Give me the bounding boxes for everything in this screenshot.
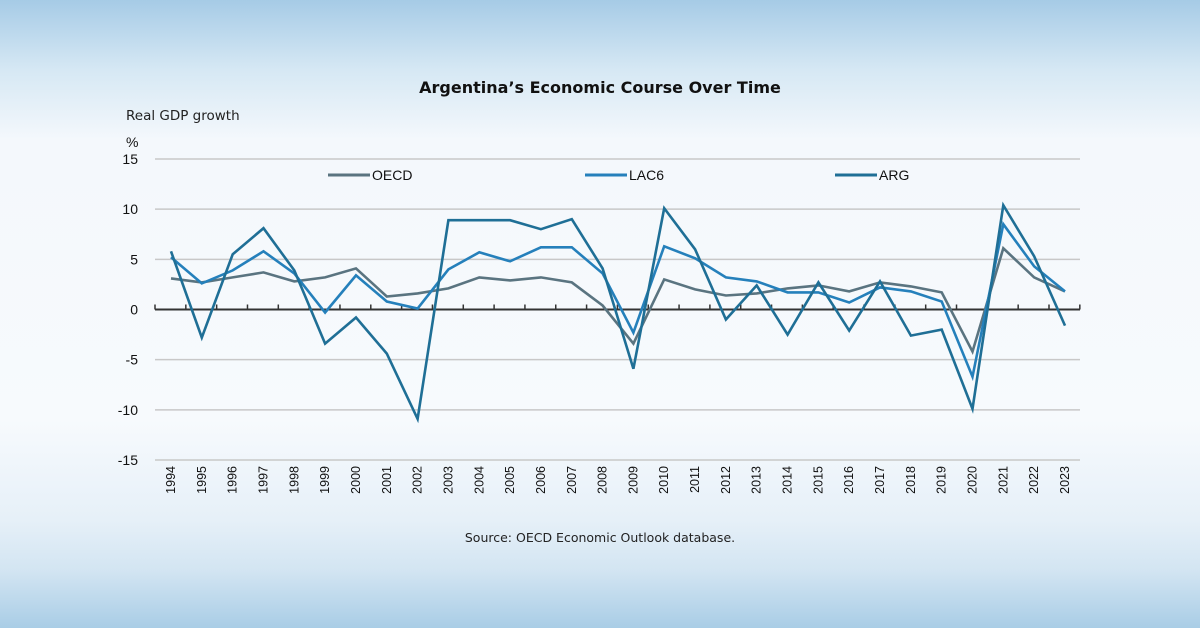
series-line-arg	[169, 201, 1067, 424]
series-line-lac6	[170, 221, 1066, 382]
x-tick-label: 2022	[1027, 466, 1041, 494]
y-axis-ticks: 15 10 5 0 -5 -10 -15	[118, 151, 138, 468]
gridlines	[155, 158, 1080, 461]
source-note: Source: OECD Economic Outlook database.	[464, 530, 736, 545]
x-tick-label: 1995	[195, 466, 209, 494]
y-tick-label: 10	[122, 201, 138, 217]
x-tick-label: 2013	[750, 466, 764, 494]
x-tick-label: 2016	[842, 466, 856, 494]
x-tick-label: 2015	[811, 466, 825, 494]
y-tick-label: -10	[118, 402, 138, 418]
x-tick-label: 1997	[256, 466, 270, 494]
y-tick-label: -15	[118, 452, 138, 468]
x-tick-label: 2023	[1058, 466, 1072, 494]
x-tick-label: 1999	[318, 466, 332, 494]
x-tick-label: 2007	[565, 466, 579, 494]
x-tick-label: 2011	[688, 466, 702, 493]
x-tick-label: 2014	[781, 466, 795, 494]
y-tick-label: 5	[130, 251, 138, 267]
x-tick-label: 2017	[873, 466, 887, 494]
series-lines	[169, 201, 1067, 424]
x-tick-label: 2003	[441, 466, 455, 494]
x-axis: 1994 1995 1996 1997 1998 1999 2000 2001 2002 2003…	[154, 304, 1081, 494]
x-tick-label: 2002	[411, 466, 425, 494]
y-tick-label: 15	[122, 151, 138, 167]
chart-subtitle: Real GDP growth	[126, 108, 240, 124]
x-tick-label: 2000	[349, 466, 363, 494]
y-tick-label: -5	[126, 352, 139, 368]
chart-title: Argentina’s Economic Course Over Time	[419, 78, 781, 97]
x-tick-label: 2001	[380, 466, 394, 494]
x-tick-label: 1994	[164, 466, 178, 494]
x-tick-label: 2005	[503, 466, 517, 494]
series-line-oecd	[170, 245, 1066, 356]
legend: OECD LAC6 ARG	[328, 167, 909, 183]
legend-label-oecd: OECD	[372, 167, 412, 183]
x-tick-label: 2021	[996, 466, 1010, 494]
y-axis-unit-label: %	[126, 134, 138, 150]
x-tick-label: 1998	[287, 466, 301, 494]
x-tick-label: 2008	[596, 466, 610, 494]
x-tick-label: 2009	[626, 466, 640, 494]
x-tick-label: 2006	[534, 466, 548, 494]
legend-label-arg: ARG	[879, 167, 909, 183]
x-tick-label: 2018	[904, 466, 918, 494]
x-tick-label: 2020	[966, 466, 980, 494]
x-tick-label: 2010	[657, 466, 671, 494]
x-tick-label: 2004	[472, 466, 486, 494]
y-tick-label: 0	[130, 302, 138, 318]
x-tick-label: 2019	[935, 466, 949, 494]
legend-label-lac6: LAC6	[629, 167, 664, 183]
x-tick-label: 1996	[226, 466, 240, 494]
x-tick-label: 2012	[719, 466, 733, 494]
